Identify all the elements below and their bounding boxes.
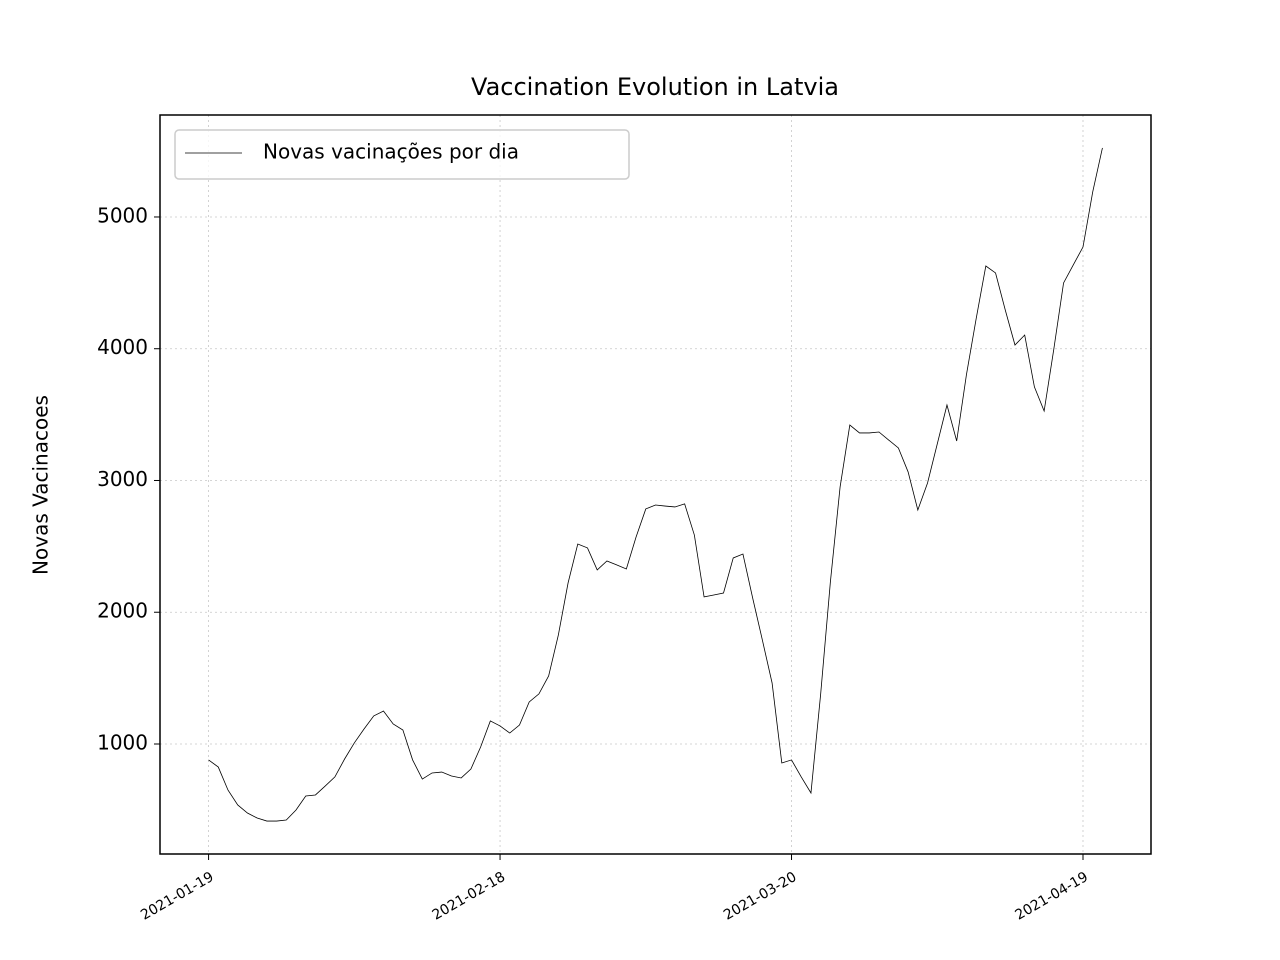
x-axis-label: Date <box>631 959 679 960</box>
legend-box <box>174 129 630 180</box>
data-line <box>208 147 1103 822</box>
y-tick-label: 2000 <box>97 599 148 623</box>
y-tick-label: 5000 <box>97 203 148 227</box>
y-tick-label: 4000 <box>97 335 148 359</box>
y-tick-label: 1000 <box>97 730 148 754</box>
plot-frame <box>159 114 1152 855</box>
y-axis-label: Novas Vacinacoes <box>29 395 53 575</box>
chart-title: Vaccination Evolution in Latvia <box>471 73 839 101</box>
legend-label: Novas vacinações por dia <box>263 140 519 164</box>
y-tick-label: 3000 <box>97 467 148 491</box>
